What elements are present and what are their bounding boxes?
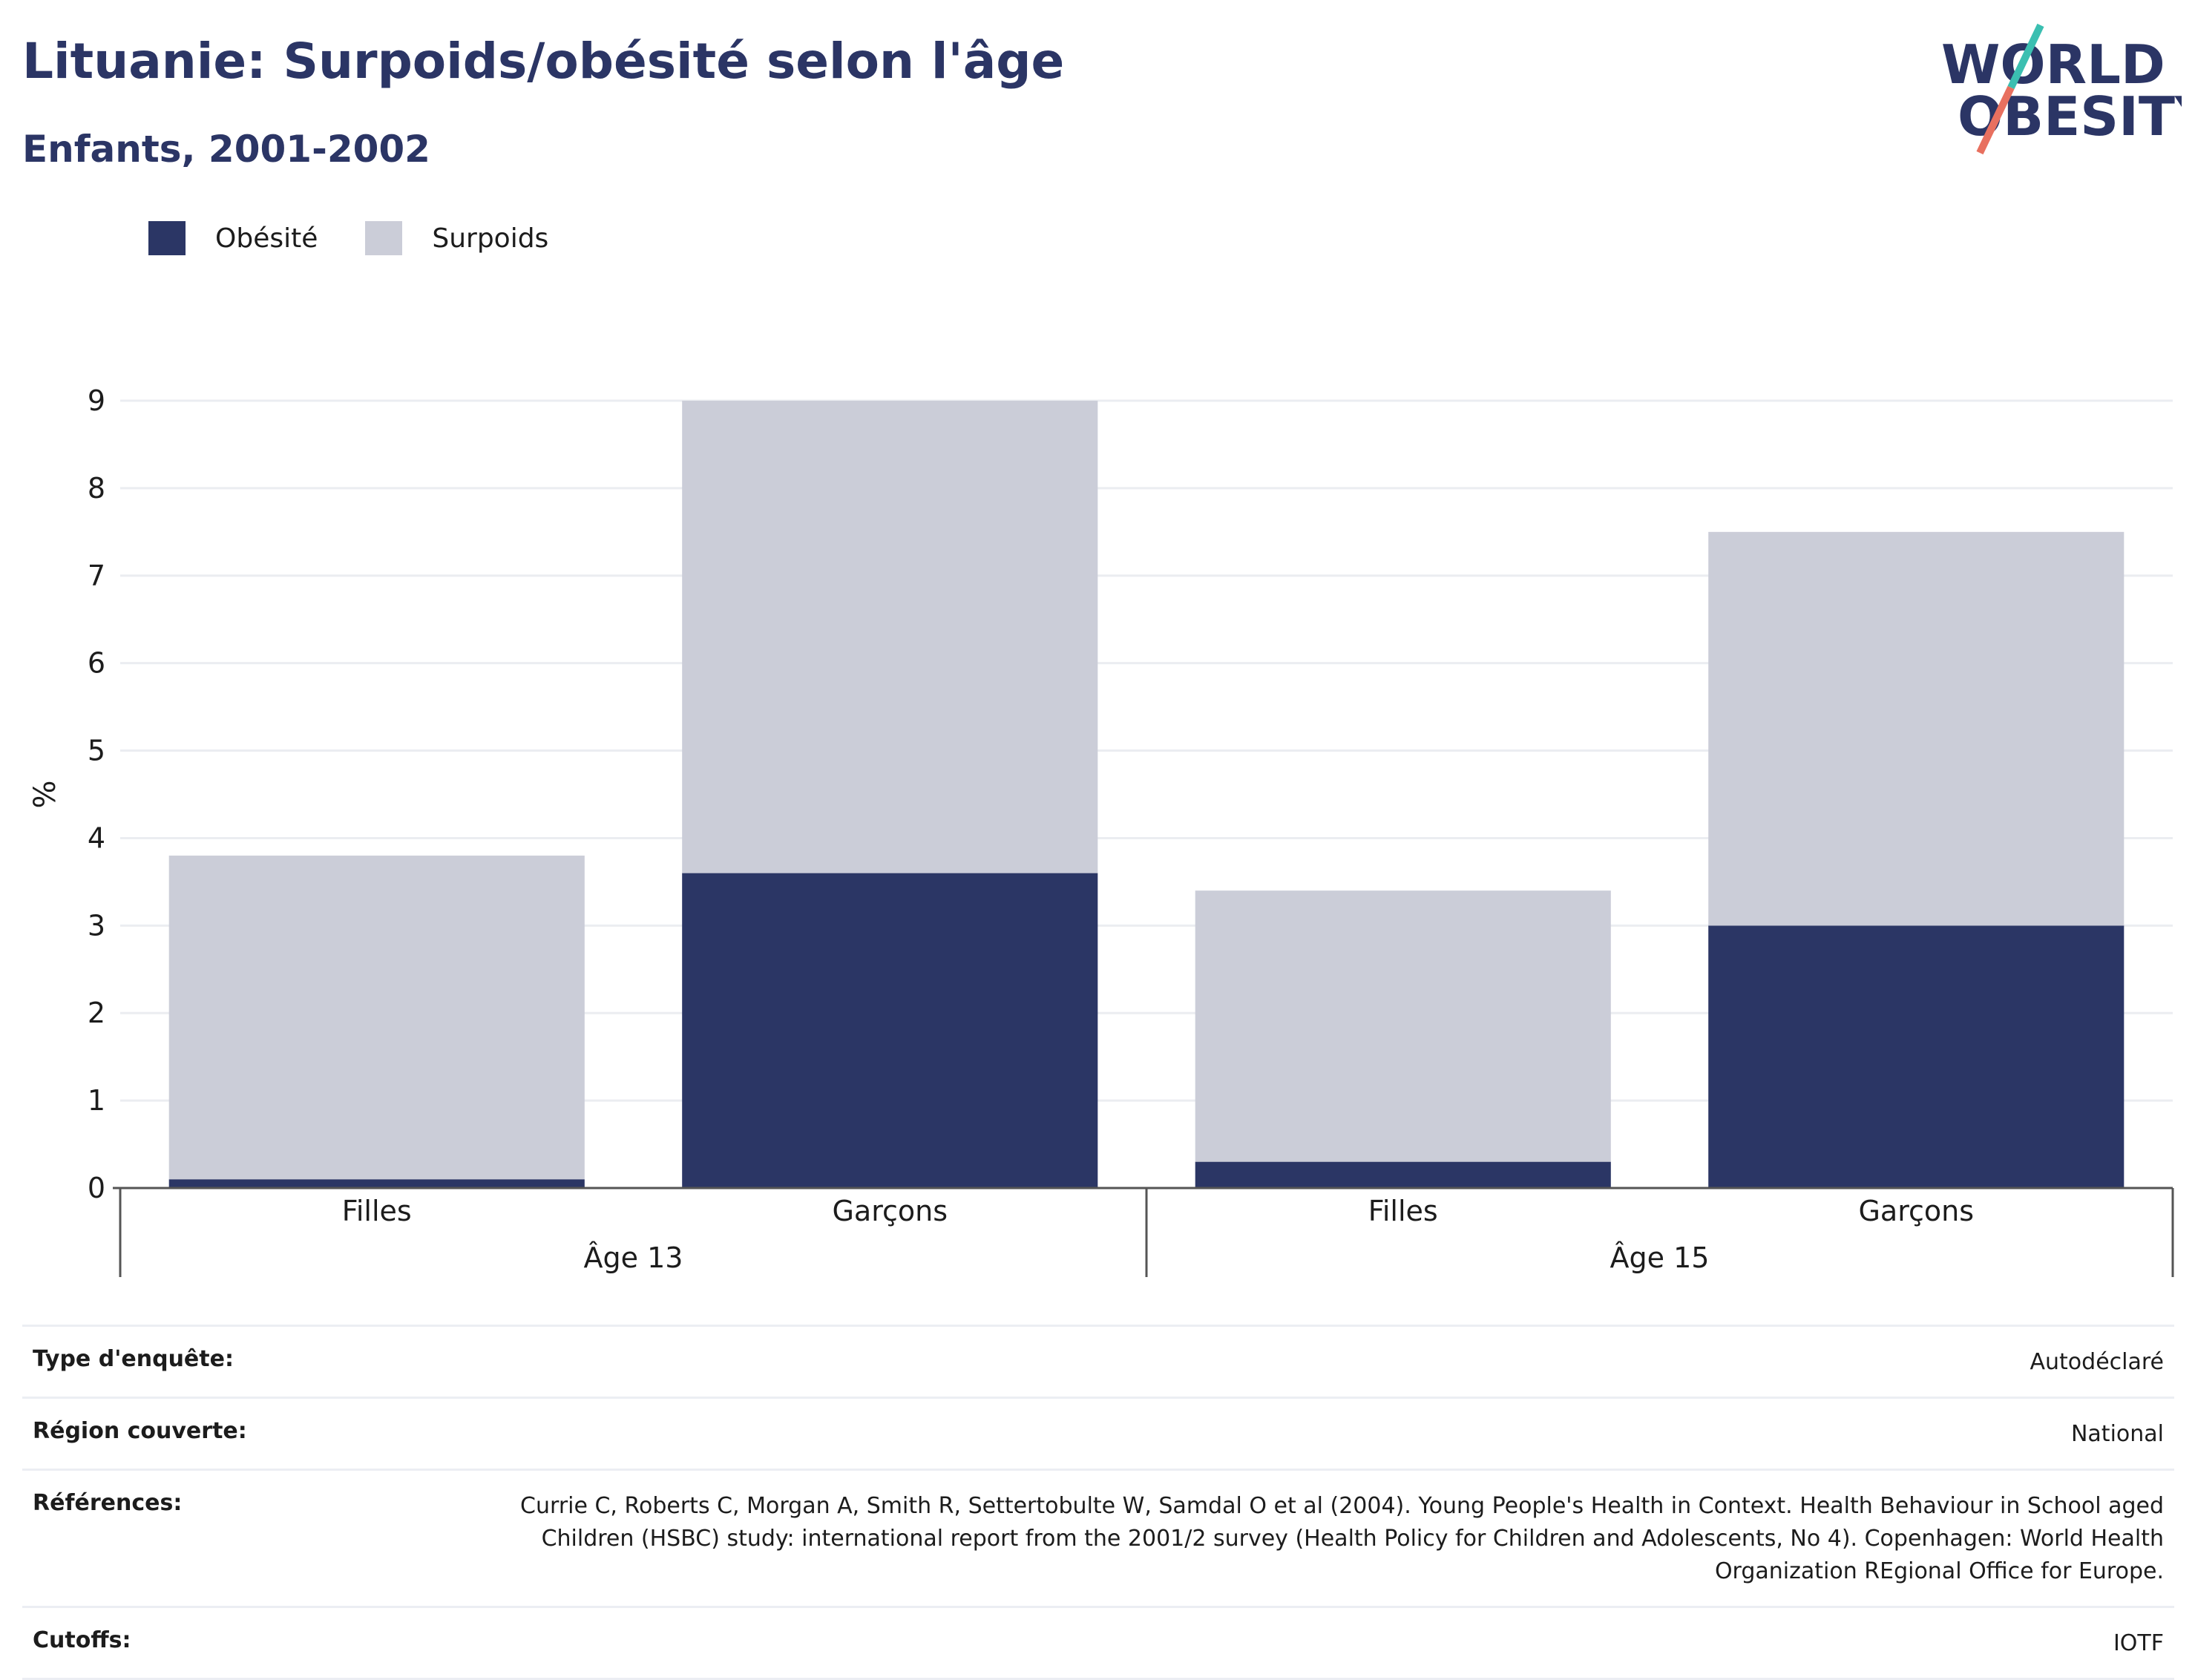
info-value: National: [2070, 1421, 2164, 1447]
y-tick-label: 8: [88, 472, 105, 505]
y-tick-label: 7: [88, 560, 105, 592]
y-tick-label: 2: [88, 997, 105, 1029]
legend-item-surpoids[interactable]: Surpoids: [365, 221, 548, 255]
info-row-cutoffs: Cutoffs: IOTF: [22, 1606, 2174, 1680]
x-category-label: Garçons: [832, 1195, 948, 1227]
y-tick-label: 6: [88, 647, 105, 680]
bar-surpoids: [682, 401, 1098, 873]
chart-title: Lituanie: Surpoids/obésité selon l'âge: [22, 33, 1065, 90]
legend-label-surpoids: Surpoids: [432, 223, 549, 254]
info-value: IOTF: [2113, 1630, 2164, 1656]
x-group-label: Âge 13: [584, 1241, 683, 1274]
bar-obesite: [1708, 925, 2125, 1188]
y-tick-label: 3: [88, 909, 105, 942]
info-value: Autodéclaré: [2030, 1349, 2165, 1375]
y-axis-label: %: [28, 780, 62, 808]
info-label: Type d'enquête:: [33, 1346, 234, 1372]
y-tick-label: 1: [88, 1084, 105, 1117]
x-category-label: Garçons: [1858, 1195, 1974, 1227]
legend-item-obesite[interactable]: Obésité: [148, 221, 318, 255]
y-tick-label: 4: [88, 821, 105, 854]
bar-surpoids: [1708, 531, 2125, 926]
y-tick-label: 9: [88, 384, 105, 417]
bar-surpoids: [168, 856, 585, 1180]
info-label: Région couverte:: [33, 1418, 247, 1444]
x-category-label: Filles: [342, 1195, 412, 1227]
info-row-region: Région couverte: National: [22, 1397, 2174, 1469]
bar-obesite: [682, 873, 1098, 1188]
legend-swatch-surpoids: [365, 221, 403, 255]
logo-text-world: WORLD: [1941, 33, 2165, 96]
bar-obesite: [168, 1179, 585, 1188]
info-value: Currie C, Roberts C, Morgan A, Smith R, …: [520, 1493, 2164, 1584]
bar-chart: 0 1 2 3 4 5 6 7 8 9% Filles Garçons Filles Garçons Âge…: [28, 384, 2174, 1277]
bar-obesite: [1195, 1161, 1611, 1188]
x-category-label: Filles: [1368, 1195, 1438, 1227]
info-label: Références:: [33, 1490, 183, 1516]
logo-text-obesity: OBESITY: [1958, 85, 2182, 148]
chart-subtitle: Enfants, 2001-2002: [22, 128, 430, 171]
legend: Obésité Surpoids: [148, 221, 596, 255]
legend-label-obesite: Obésité: [215, 223, 318, 254]
logo-teal-stroke: [2007, 23, 2044, 90]
info-row-references: Références: Currie C, Roberts C, Morgan …: [22, 1469, 2174, 1606]
legend-swatch-obesite: [148, 221, 186, 255]
info-label: Cutoffs:: [33, 1627, 131, 1653]
bar-surpoids: [1195, 890, 1611, 1162]
info-row-survey-type: Type d'enquête: Autodéclaré: [22, 1325, 2174, 1397]
y-tick-label: 5: [88, 735, 105, 767]
x-group-label: Âge 15: [1610, 1241, 1710, 1274]
y-tick-label: 0: [88, 1172, 105, 1204]
world-obesity-logo: WORLD OBESITY: [1941, 23, 2182, 155]
logo-coral-stroke: [1976, 85, 2015, 155]
metadata-table: Type d'enquête: Autodéclaré Région couve…: [22, 1325, 2174, 1680]
